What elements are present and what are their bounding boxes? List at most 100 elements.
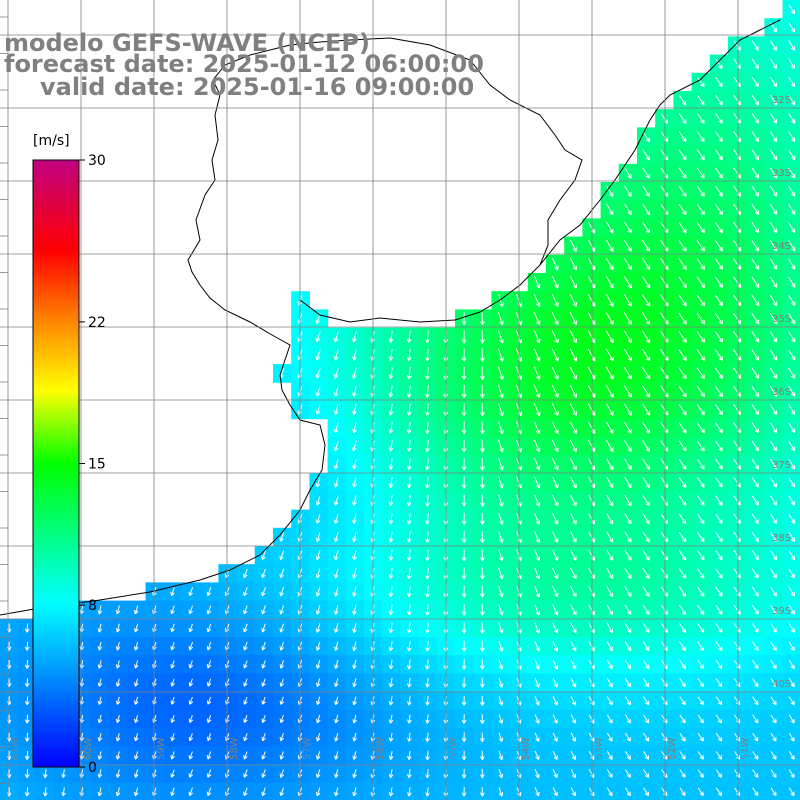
wind-arrow	[533, 312, 541, 326]
wind-arrow	[714, 385, 723, 398]
wind-arrow	[751, 149, 760, 161]
lat-label: 40S	[772, 679, 791, 690]
lon-label: 60W	[83, 737, 94, 760]
wind-arrow	[352, 404, 357, 416]
wind-arrow	[425, 403, 430, 416]
wind-arrow	[551, 330, 559, 344]
wind-arrow	[696, 276, 705, 289]
wind-arrow	[769, 331, 778, 343]
wind-arrow	[642, 149, 650, 161]
wind-arrow	[770, 40, 777, 51]
wind-arrow	[714, 258, 724, 270]
wind-arrow	[551, 257, 559, 271]
wind-arrow	[715, 76, 723, 88]
lat-label: 34S	[772, 241, 791, 252]
wind-arrow	[788, 349, 796, 361]
wind-arrow	[696, 113, 705, 124]
wind-arrow	[788, 386, 796, 397]
lat-label: 38S	[772, 533, 791, 544]
lon-label: 53W	[594, 737, 605, 760]
wind-arrow	[624, 167, 632, 179]
wind-arrow	[352, 367, 357, 379]
wind-arrow	[714, 203, 723, 215]
wind-arrow	[642, 185, 650, 197]
wind-arrow	[315, 386, 321, 397]
wind-arrow	[733, 76, 741, 88]
wind-arrow	[788, 149, 796, 161]
lat-label: 39S	[772, 606, 791, 617]
wind-arrow	[751, 76, 759, 88]
wind-arrow	[461, 384, 467, 398]
lon-label: 58W	[229, 737, 240, 760]
colorbar-units: [m/s]	[33, 133, 70, 149]
wind-arrow	[788, 203, 796, 215]
wind-arrow	[769, 185, 778, 197]
wind-arrow	[624, 221, 632, 234]
wind-arrow	[642, 258, 651, 270]
lat-label: 36S	[772, 387, 791, 398]
wind-arrow	[733, 149, 741, 161]
wind-arrow	[696, 94, 705, 106]
wind-arrow	[333, 367, 339, 379]
wind-arrow	[551, 312, 559, 326]
wind-arrow	[606, 203, 614, 216]
wind-arrow	[714, 240, 723, 252]
wind-arrow	[352, 331, 357, 343]
wind-arrow	[770, 58, 777, 69]
wind-arrow	[406, 385, 412, 398]
wind-arrow	[696, 167, 705, 179]
wind-arrow	[641, 348, 651, 362]
wind-arrow	[751, 276, 760, 288]
wind-arrow	[425, 348, 430, 362]
wind-arrow	[406, 367, 412, 380]
lon-label: 56W	[375, 737, 386, 760]
wind-arrow	[569, 275, 577, 289]
wind-arrow	[751, 240, 760, 252]
colorbar-tick-label: 8	[88, 598, 97, 614]
lon-label: 57W	[302, 737, 313, 760]
wind-arrow	[714, 312, 724, 325]
wind-arrow	[678, 240, 687, 252]
wind-arrow	[751, 58, 759, 69]
lon-label: 51W	[740, 737, 751, 760]
wind-arrow	[641, 385, 651, 398]
wind-arrow	[714, 349, 724, 361]
wind-arrow	[498, 294, 504, 307]
wind-arrow	[642, 167, 650, 179]
wind-arrow	[769, 276, 778, 288]
wind-arrow	[769, 385, 778, 397]
wind-arrow	[751, 131, 760, 142]
wind-arrow	[788, 313, 796, 325]
lat-label: 35S	[772, 314, 791, 325]
wind-arrow	[533, 330, 541, 344]
wind-arrow	[333, 386, 339, 397]
wind-arrow	[751, 203, 760, 215]
wind-arrow	[769, 258, 778, 270]
wind-arrow	[480, 384, 485, 399]
wind-arrow	[623, 348, 632, 362]
wind-arrow	[315, 404, 321, 415]
lon-label: 61W	[10, 737, 21, 760]
wind-arrow	[714, 149, 723, 161]
lat-label: 37S	[772, 460, 791, 471]
wind-arrow	[352, 349, 357, 361]
wind-arrow	[388, 349, 394, 362]
wind-arrow	[605, 403, 614, 416]
wind-arrow	[733, 167, 741, 179]
wind-arrow	[715, 131, 723, 142]
wind-arrow	[498, 312, 504, 326]
wind-arrow	[751, 404, 760, 416]
wind-arrow	[696, 294, 705, 307]
wind-arrow	[533, 348, 541, 362]
wind-arrow	[751, 349, 760, 361]
wind-arrow	[461, 366, 467, 380]
wind-arrow	[678, 131, 687, 142]
wind-arrow	[733, 40, 741, 51]
wind-arrow	[788, 404, 796, 415]
wind-arrow	[606, 185, 614, 197]
wind-arrow	[678, 94, 687, 106]
wind-arrow	[788, 76, 796, 88]
wind-arrow	[678, 330, 687, 343]
wind-arrow	[788, 222, 796, 234]
wind-arrow	[751, 258, 760, 270]
